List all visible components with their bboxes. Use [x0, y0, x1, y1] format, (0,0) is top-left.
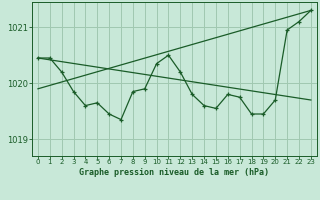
X-axis label: Graphe pression niveau de la mer (hPa): Graphe pression niveau de la mer (hPa) — [79, 168, 269, 177]
